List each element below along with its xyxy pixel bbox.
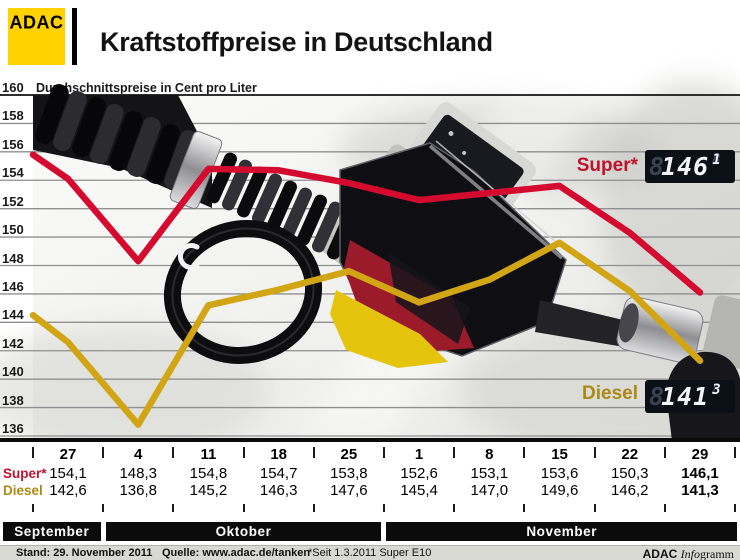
super-value-4: 148,3 [119,465,157,482]
chart-subtitle: Durchschnittspreise in Cent pro Liter [36,81,257,95]
date-tick-bottom [31,504,34,512]
date-tick-top [523,447,526,458]
super-value-11: 154,8 [189,465,228,482]
super-value-1: 152,6 [400,465,438,482]
super-value-29: 146,1 [681,465,719,482]
date-tick-bottom [172,504,175,512]
date-tick-top [453,447,456,458]
super-value-22: 150,3 [610,465,649,482]
diesel-value-25: 147,6 [330,482,368,499]
diesel-price-display: 8 141 8 3 [645,380,735,413]
adac-logo-text: ADAC [9,11,64,33]
super-value-27: 154,1 [49,465,87,482]
date-tick-bottom [593,504,596,512]
date-tick-bottom [382,504,385,512]
lcd-ghost-digit: 8 [649,152,665,181]
super-price-value: 146 [661,152,710,181]
date-tick-bottom [242,504,245,512]
super-value-8: 153,1 [470,465,509,482]
super-value-15: 153,6 [540,465,579,482]
month-bar-november: November [386,522,737,541]
date-tick-top [312,447,315,458]
super-price-line [29,151,704,296]
date-col-4: 4 [134,446,143,463]
date-col-18: 18 [270,446,287,463]
footer-bar: Stand: 29. November 2011 Quelle: www.ada… [0,545,740,560]
date-tick-bottom [663,504,666,512]
date-col-1: 1 [414,446,424,463]
page-title: Kraftstoffpreise in Deutschland [100,27,493,57]
flag-yellow-band [330,290,448,368]
nozzle-highlight [428,144,564,260]
diesel-price-decimal: 8 3 [712,382,721,398]
date-col-22: 22 [621,446,639,463]
super-series-label: Super* [576,155,638,176]
date-tick-bottom [453,504,456,512]
super-value-18: 154,7 [259,465,298,482]
diesel-value-29: 141,3 [681,482,719,499]
date-tick-top [663,447,666,458]
super-value-25: 153,8 [330,465,368,482]
fuel-nozzle-photo [33,84,740,441]
neck-flange [702,295,740,369]
diesel-row-label: Diesel [3,483,43,498]
date-col-11: 11 [200,446,217,463]
date-tick-bottom [734,504,737,512]
diesel-value-27: 142,6 [49,482,87,499]
date-tick-top [31,447,34,458]
date-tick-top [172,447,175,458]
diesel-value-11: 145,2 [189,482,228,499]
footnote-e10: *Seit 1.3.2011 Super E10 [308,547,432,559]
date-tick-bottom [523,504,526,512]
date-tick-top [734,447,737,458]
price-lines [29,151,704,428]
super-price-display: 8 146 8 1 [645,150,735,183]
date-tick-bottom [102,504,105,512]
hose-ribs [35,84,198,190]
date-col-29: 29 [691,446,709,463]
diesel-value-4: 136,8 [119,482,157,499]
diesel-value-22: 146,2 [610,482,649,499]
diesel-value-8: 147,0 [470,482,509,499]
date-tick-top [382,447,385,458]
date-tick-bottom [312,504,315,512]
guard-c-mark [178,243,200,270]
super-row-label: Super* [3,466,47,481]
date-col-27: 27 [59,446,77,463]
date-col-8: 8 [485,446,494,463]
date-tick-top [242,447,245,458]
status-date: Stand: 29. November 2011 [16,547,153,559]
trigger-guard [163,220,323,364]
x-axis-line [0,438,740,442]
diesel-value-1: 145,4 [400,482,438,499]
date-col-25: 25 [340,446,358,463]
fuel-price-chart [0,80,740,442]
month-bar-oktober: Oktober [105,522,382,541]
adac-logo: ADAC [8,8,65,65]
diesel-price-line [29,239,704,428]
source-note: Quelle: www.adac.de/tanken [162,547,311,559]
lcd-ghost-digit: 8 [649,382,665,411]
diesel-value-15: 149,6 [540,482,579,499]
month-bar-september: September [3,522,101,541]
diesel-value-18: 146,3 [259,482,298,499]
date-tick-top [102,447,105,458]
date-col-15: 15 [551,446,568,463]
diesel-price-value: 141 [661,382,710,411]
nozzle-highlight-2 [435,140,569,253]
date-tick-top [593,447,596,458]
diesel-series-label: Diesel [582,383,638,404]
logo-divider [72,8,77,65]
super-price-decimal: 8 1 [712,152,721,168]
adac-infogramm-brand: ADAC Infogramm [642,547,734,560]
